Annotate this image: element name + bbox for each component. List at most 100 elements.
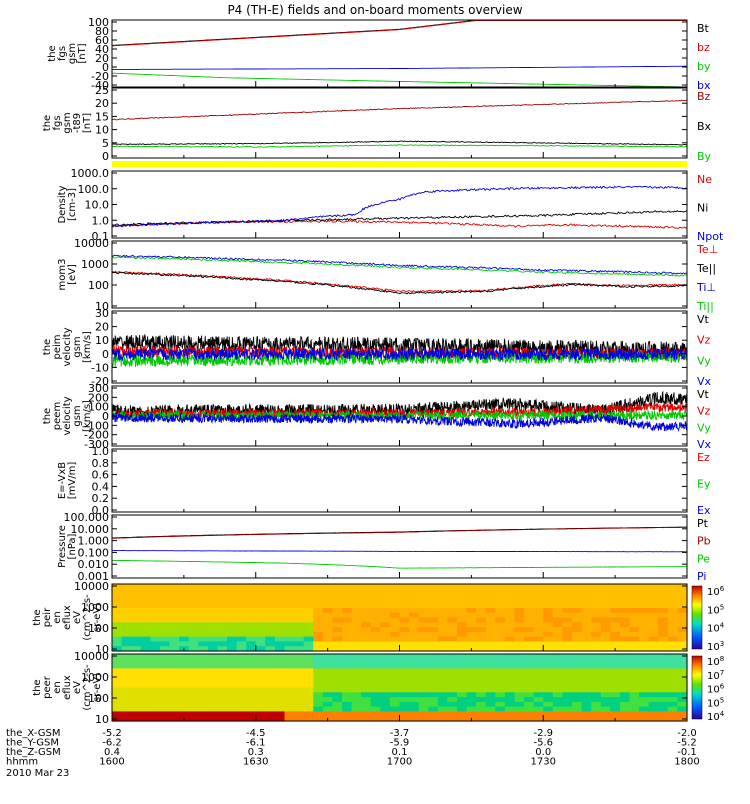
y-axis-label: [eV]: [67, 264, 78, 285]
heatmap-cell: [514, 682, 525, 689]
heatmap-cell: [380, 711, 391, 717]
heatmap-cell: [370, 711, 381, 717]
heatmap-cell: [466, 711, 477, 717]
heatmap-cell: [255, 716, 266, 722]
heatmap-cell: [322, 636, 333, 642]
heatmap-cell: [610, 654, 621, 660]
heatmap-cell: [380, 641, 391, 647]
heatmap-cell: [255, 641, 266, 647]
heatmap-cell: [504, 646, 516, 652]
heatmap-cell: [361, 706, 372, 712]
heatmap-cell: [342, 654, 353, 660]
heatmap-cell: [581, 692, 592, 698]
heatmap-cell: [274, 673, 286, 679]
heatmap-cell: [457, 677, 468, 684]
heatmap-cell: [112, 716, 123, 722]
heatmap-cell: [591, 612, 602, 619]
heatmap-cell: [313, 701, 324, 708]
heatmap-cell: [169, 658, 180, 665]
heatmap-cell: [610, 617, 621, 623]
heatmap-cell: [457, 711, 468, 717]
heatmap-cell: [303, 598, 314, 604]
heatmap-cell: [332, 646, 343, 652]
heatmap-cell: [159, 612, 171, 619]
heatmap-cell: [236, 692, 247, 698]
heatmap-cell: [485, 617, 496, 623]
heatmap-cell: [207, 701, 218, 708]
heatmap-cell: [648, 711, 659, 717]
heatmap-cell: [524, 646, 535, 652]
heatmap-cell: [207, 607, 218, 614]
legend-entry: Ti⊥: [696, 281, 716, 294]
ytick-label: 0.0: [92, 504, 110, 517]
heatmap-cell: [409, 654, 420, 660]
heatmap-cell: [255, 658, 266, 665]
heatmap-cell: [409, 646, 420, 652]
heatmap-cell: [121, 658, 132, 665]
heatmap-cell: [428, 716, 439, 722]
heatmap-cell: [140, 711, 151, 717]
heatmap-cell: [188, 663, 199, 669]
heatmap-cell: [246, 663, 257, 669]
heatmap-cell: [552, 612, 563, 619]
heatmap-cell: [619, 593, 631, 599]
heatmap-cell: [169, 588, 180, 595]
heatmap-cell: [303, 711, 314, 717]
heatmap-cell: [294, 617, 305, 623]
heatmap-cell: [217, 677, 228, 684]
heatmap-cell: [351, 631, 362, 638]
heatmap-cell: [255, 588, 266, 595]
heatmap-cell: [504, 711, 516, 717]
heatmap-cell: [207, 668, 218, 674]
heatmap-cell: [552, 677, 563, 684]
heatmap-cell: [121, 716, 132, 722]
heatmap-cell: [591, 598, 602, 604]
heatmap-cell: [361, 588, 372, 595]
heatmap-cell: [217, 641, 228, 647]
heatmap-cell: [399, 654, 410, 660]
xaxis-row-value: -0.1: [677, 747, 697, 758]
heatmap-cell: [198, 706, 209, 712]
heatmap-cell: [677, 598, 688, 604]
heatmap-cell: [255, 617, 266, 623]
ytick-label: 0.8: [92, 457, 110, 470]
heatmap-cell: [169, 663, 180, 669]
heatmap-cell: [466, 631, 477, 638]
ytick-label: -300: [84, 438, 109, 451]
heatmap-cell: [255, 706, 266, 712]
heatmap-cell: [485, 612, 496, 619]
heatmap-cell: [389, 706, 401, 712]
heatmap-cell: [207, 716, 218, 722]
heatmap-cell: [284, 646, 295, 652]
heatmap-cell: [207, 636, 218, 642]
heatmap-cell: [457, 668, 468, 674]
heatmap-cell: [207, 706, 218, 712]
heatmap-cell: [600, 612, 611, 619]
heatmap-cell: [466, 654, 477, 660]
heatmap-cell: [342, 711, 353, 717]
heatmap-cell: [457, 673, 468, 679]
heatmap-cell: [342, 682, 353, 689]
heatmap-cell: [552, 668, 563, 674]
heatmap-cell: [370, 593, 381, 599]
heatmap-cell: [121, 673, 132, 679]
legend-entry: Ex: [697, 504, 711, 517]
ytick-label: 0.010: [78, 558, 110, 571]
heatmap-cell: [303, 584, 314, 590]
heatmap-cell: [217, 627, 228, 633]
heatmap-cell: [303, 627, 314, 633]
heatmap-cell: [428, 593, 439, 599]
heatmap-cell: [399, 706, 410, 712]
heatmap-cell: [572, 654, 583, 660]
heatmap-cell: [389, 663, 401, 669]
heatmap-cell: [303, 677, 314, 684]
heatmap-cell: [677, 668, 688, 674]
legend-entry: Bz: [697, 90, 711, 103]
heatmap-cell: [159, 636, 171, 642]
heatmap-cell: [236, 598, 247, 604]
heatmap-cell: [284, 584, 295, 590]
heatmap-cell: [322, 612, 333, 619]
heatmap-cell: [409, 711, 420, 717]
heatmap-cell: [313, 673, 324, 679]
heatmap-cell: [639, 668, 650, 674]
